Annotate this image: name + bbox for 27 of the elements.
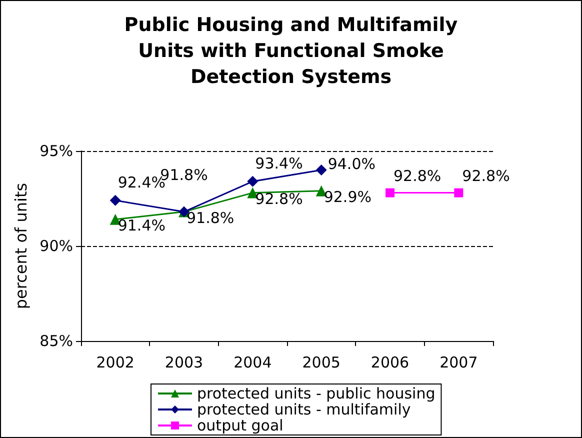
x-tick-label: 2005: [302, 354, 340, 372]
x-tick-label: 2004: [234, 354, 272, 372]
data-label: 94.0%: [328, 155, 376, 173]
data-label: 92.8%: [462, 166, 510, 185]
legend-label: protected units - multifamily: [197, 400, 411, 418]
data-label: 91.8%: [186, 208, 234, 227]
y-tick-label: 85%: [40, 332, 73, 350]
data-label: 92.8%: [255, 190, 303, 208]
point: [110, 194, 121, 206]
x-tick-label: 2006: [370, 354, 410, 372]
data-label: 93.4%: [255, 154, 303, 172]
point: [247, 176, 258, 187]
point: [454, 188, 464, 198]
data-label: 92.9%: [324, 188, 372, 206]
point: [386, 188, 394, 198]
legend-label: output goal: [197, 416, 284, 434]
x-tick-label: 2003: [164, 354, 204, 372]
x-tick-label: 2007: [440, 354, 478, 372]
point: [316, 164, 327, 176]
data-label: 91.4%: [118, 216, 166, 234]
chart-title: Public Housing and Multifamily Units with Functional Smoke Detection Systems: [124, 14, 458, 88]
y-axis-title: percent of units: [11, 182, 30, 310]
data-label: 92.8%: [394, 166, 442, 185]
x-tick-label: 2002: [96, 354, 134, 372]
y-tick-label: 90%: [40, 237, 73, 255]
legend-label: protected units - public housing: [197, 384, 436, 402]
y-tick-label: 95%: [40, 142, 73, 160]
